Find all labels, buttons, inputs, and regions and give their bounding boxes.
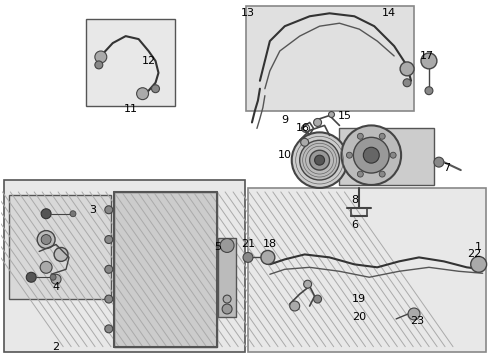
Circle shape [222,304,232,314]
Circle shape [407,308,419,320]
Circle shape [402,79,410,87]
Text: 9: 9 [281,116,288,126]
Circle shape [95,61,102,69]
Circle shape [41,235,51,244]
Circle shape [136,88,148,100]
Bar [4,180,244,352]
Circle shape [40,261,52,273]
Bar [9,195,111,299]
Circle shape [379,133,385,139]
Circle shape [243,252,252,262]
Circle shape [300,138,308,146]
Circle shape [50,274,56,280]
Circle shape [291,132,346,188]
Circle shape [95,51,106,63]
Circle shape [54,247,68,261]
Circle shape [26,272,36,282]
Text: 4: 4 [52,282,60,292]
Text: 21: 21 [241,239,255,249]
Text: 3: 3 [89,205,96,215]
Circle shape [104,295,113,303]
Text: 8: 8 [350,195,357,205]
Circle shape [433,157,443,167]
Circle shape [363,147,379,163]
Text: 12: 12 [141,56,155,66]
Bar [247,188,485,352]
Bar [218,238,236,317]
Text: 5: 5 [214,243,221,252]
Circle shape [346,152,352,158]
Text: 22: 22 [467,249,481,260]
Circle shape [289,301,299,311]
Circle shape [420,53,436,69]
Circle shape [399,62,413,76]
Circle shape [37,231,55,248]
Circle shape [303,280,311,288]
Text: 17: 17 [419,51,433,61]
Circle shape [353,137,388,173]
Circle shape [309,150,329,170]
Circle shape [41,209,51,219]
Circle shape [314,155,324,165]
Circle shape [223,295,231,303]
Circle shape [51,274,61,284]
Circle shape [341,125,400,185]
Bar [114,192,217,347]
Circle shape [470,256,486,272]
Circle shape [220,239,234,252]
Text: 6: 6 [350,220,357,230]
Circle shape [389,152,395,158]
Circle shape [299,140,339,180]
Text: 15: 15 [337,111,351,121]
Circle shape [104,235,113,243]
Circle shape [104,325,113,333]
Circle shape [313,118,321,126]
Circle shape [104,265,113,273]
Circle shape [261,251,274,264]
Text: 19: 19 [351,294,366,304]
Text: 7: 7 [443,163,449,173]
Text: 13: 13 [241,8,254,18]
Circle shape [357,171,363,177]
Text: 10: 10 [277,150,291,160]
Circle shape [357,133,363,139]
Text: 23: 23 [409,316,423,326]
Bar [114,192,217,347]
Circle shape [70,211,76,217]
Text: 18: 18 [262,239,276,249]
Bar [86,19,175,105]
Text: 14: 14 [381,8,395,18]
Circle shape [313,295,321,303]
Circle shape [379,171,385,177]
Bar [245,6,413,111]
Text: 20: 20 [351,312,366,322]
Text: 1: 1 [474,243,481,252]
Circle shape [151,85,159,93]
Text: 11: 11 [123,104,137,113]
Text: 16: 16 [295,123,309,134]
Bar [339,129,433,185]
Circle shape [328,112,334,117]
Circle shape [424,87,432,95]
Circle shape [104,206,113,214]
Text: 2: 2 [52,342,60,352]
